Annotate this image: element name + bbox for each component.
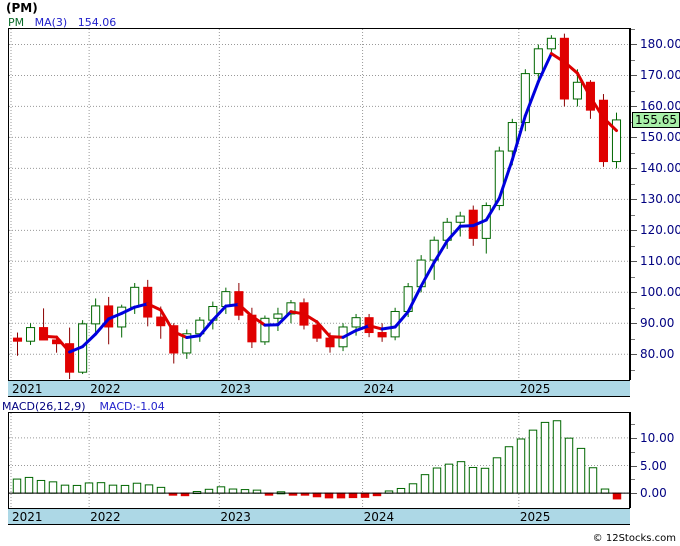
price-y-tick: [631, 230, 637, 232]
macd-y-minor-tick: [631, 451, 635, 453]
price-y-tick: [631, 44, 637, 46]
macd-axis-line: [630, 412, 631, 508]
macd-y-tick-label: 10.00: [640, 430, 675, 445]
price-y-tick: [631, 137, 637, 139]
price-x-tick-label-2025: 2025: [519, 382, 551, 396]
price-y-tick-label: 150.00: [640, 130, 680, 145]
price-y-tick-label: 100.00: [640, 285, 680, 300]
price-y-tick: [631, 106, 637, 108]
macd-histogram-plot: [9, 413, 629, 507]
macd-x-tick-label-2025: 2025: [519, 510, 551, 524]
price-candlestick-plot: [9, 29, 629, 379]
page-title: (PM): [6, 1, 38, 15]
price-y-minor-tick: [631, 276, 635, 278]
price-y-minor-tick: [631, 214, 635, 216]
legend-ma-value: 154.06: [77, 16, 117, 29]
price-legend: PM MA(3) 154.06: [8, 16, 116, 29]
price-y-tick-label: 120.00: [640, 223, 680, 238]
macd-x-tick-label-2023: 2023: [220, 510, 251, 524]
price-y-tick-label: 90.00: [640, 316, 675, 331]
price-x-tick-label-2022: 2022: [90, 382, 121, 396]
legend-symbol: PM: [8, 16, 25, 29]
price-y-minor-tick: [631, 369, 635, 371]
price-y-minor-tick: [631, 338, 635, 340]
price-x-tick-label-2024: 2024: [363, 382, 395, 396]
price-y-tick: [631, 261, 637, 263]
price-x-tick-label-2021: 2021: [12, 382, 43, 396]
price-axis-line: [630, 28, 631, 380]
macd-y-tick: [631, 493, 637, 495]
legend-ma-label: MA(3): [34, 16, 68, 29]
price-y-minor-tick: [631, 152, 635, 154]
price-y-tick: [631, 354, 637, 356]
macd-x-axis-band: 2021 2022 2023 2024 2025: [8, 508, 630, 525]
copyright-notice: © 12Stocks.com: [592, 533, 676, 544]
price-y-tick-label: 170.00: [640, 68, 680, 83]
legend-macd-value: MACD:-1.04: [99, 400, 165, 413]
price-y-tick-label: 160.00: [640, 99, 680, 114]
macd-y-minor-tick: [631, 479, 635, 481]
price-y-tick: [631, 292, 637, 294]
price-y-tick: [631, 168, 637, 170]
price-y-tick-label: 180.00: [640, 37, 680, 52]
macd-y-tick-label: 5.00: [640, 458, 667, 473]
price-y-minor-tick: [631, 59, 635, 61]
macd-x-tick-label-2024: 2024: [363, 510, 395, 524]
price-y-minor-tick: [631, 307, 635, 309]
price-y-tick-label: 110.00: [640, 254, 680, 269]
price-y-tick: [631, 75, 637, 77]
price-y-minor-tick: [631, 183, 635, 185]
price-y-minor-tick: [631, 29, 635, 30]
macd-chart-panel: [8, 412, 630, 508]
macd-y-tick: [631, 465, 637, 467]
price-chart-panel: [8, 28, 630, 380]
macd-x-tick-label-2022: 2022: [90, 510, 121, 524]
macd-y-tick-label: 0.00: [640, 486, 667, 501]
macd-legend: MACD(26,12,9) MACD:-1.04: [2, 400, 165, 413]
price-y-tick: [631, 199, 637, 201]
price-y-tick-label: 130.00: [640, 192, 680, 207]
last-price-tag: 155.65: [632, 111, 680, 128]
macd-y-minor-tick: [631, 424, 635, 426]
price-y-tick-label: 80.00: [640, 347, 675, 362]
macd-y-tick: [631, 437, 637, 439]
price-x-tick-label-2023: 2023: [220, 382, 251, 396]
price-y-tick: [631, 323, 637, 325]
macd-x-tick-label-2021: 2021: [12, 510, 43, 524]
legend-macd-indicator: MACD(26,12,9): [2, 400, 86, 413]
price-y-minor-tick: [631, 90, 635, 92]
price-y-tick-label: 140.00: [640, 161, 680, 176]
price-y-minor-tick: [631, 245, 635, 247]
price-x-axis-band: 2021 2022 2023 2024 2025: [8, 380, 630, 397]
